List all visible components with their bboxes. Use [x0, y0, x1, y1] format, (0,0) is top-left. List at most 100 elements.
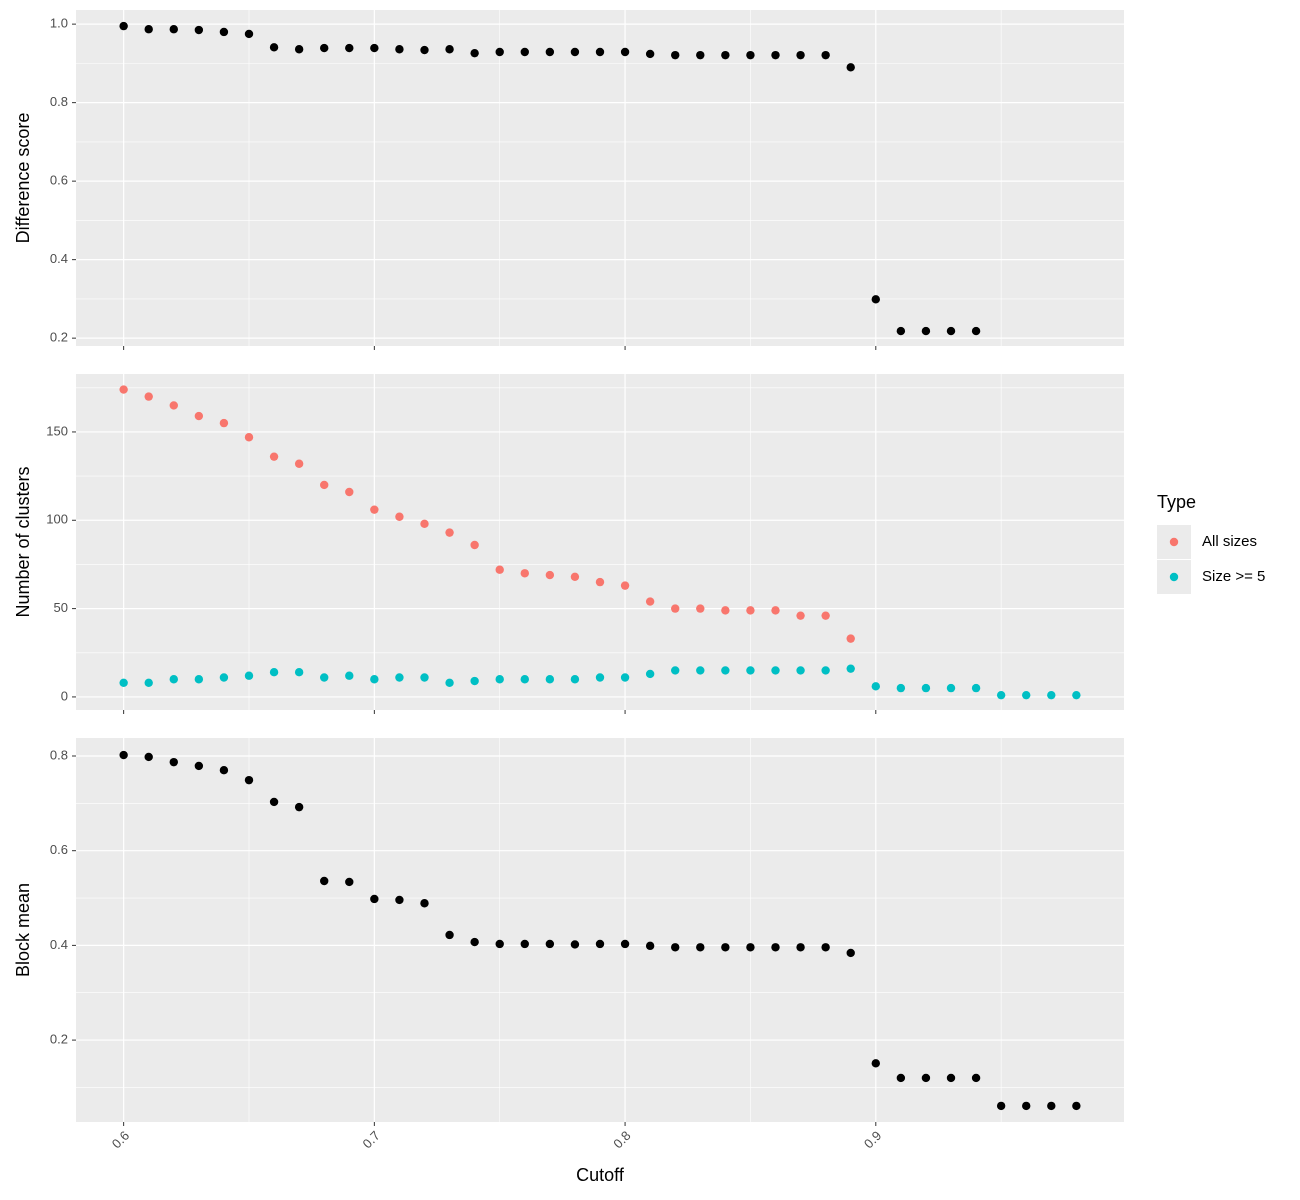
- point: [119, 678, 128, 687]
- point: [294, 667, 304, 677]
- point: [846, 948, 855, 958]
- point: [696, 604, 705, 613]
- point: [520, 675, 529, 684]
- point: [395, 512, 404, 521]
- point: [871, 1059, 880, 1068]
- point: [921, 326, 931, 336]
- y-axis-title: Number of clusters: [13, 466, 33, 617]
- point: [520, 569, 529, 578]
- point: [545, 570, 555, 580]
- point: [946, 326, 956, 336]
- point: [219, 418, 229, 428]
- point: [470, 937, 479, 947]
- point: [595, 939, 605, 949]
- point: [1072, 1101, 1081, 1111]
- point: [269, 452, 279, 461]
- point: [921, 683, 931, 693]
- point: [495, 565, 504, 574]
- point: [846, 63, 855, 72]
- point: [219, 673, 229, 682]
- point: [796, 611, 805, 620]
- point: [645, 669, 655, 679]
- point: [696, 50, 705, 60]
- point: [169, 401, 178, 410]
- point: [370, 505, 379, 514]
- point: [470, 540, 479, 550]
- point: [420, 45, 429, 55]
- point: [996, 1101, 1006, 1111]
- point: [370, 43, 379, 53]
- panel-background: [76, 10, 1124, 346]
- point: [996, 690, 1006, 700]
- point: [545, 939, 555, 949]
- y-tick-label: 0.4: [50, 937, 68, 952]
- point: [696, 943, 705, 952]
- y-tick-label: 100: [46, 512, 68, 527]
- point: [645, 941, 655, 951]
- point: [320, 673, 329, 682]
- point: [620, 939, 630, 949]
- point: [620, 47, 630, 57]
- point: [545, 47, 555, 57]
- point: [294, 802, 304, 812]
- panel-background: [76, 374, 1124, 710]
- point: [320, 480, 329, 490]
- point: [169, 675, 178, 684]
- point: [445, 930, 454, 940]
- point: [821, 611, 830, 620]
- x-axis-title: Cutoff: [576, 1165, 625, 1185]
- legend-marker: [1169, 537, 1179, 547]
- point: [896, 1073, 906, 1083]
- point: [144, 752, 153, 762]
- point: [846, 634, 855, 643]
- point: [746, 666, 755, 675]
- point: [946, 683, 956, 693]
- y-axis-title: Block mean: [13, 883, 33, 977]
- y-tick-label: 0.6: [50, 173, 68, 188]
- point: [771, 50, 780, 60]
- point: [244, 433, 254, 442]
- point: [595, 577, 605, 587]
- point: [169, 25, 178, 34]
- point: [771, 943, 780, 952]
- x-tick-label: 0.6: [109, 1128, 132, 1151]
- point: [219, 27, 229, 37]
- point: [545, 675, 555, 684]
- panel-background: [76, 738, 1124, 1122]
- point: [971, 326, 981, 336]
- point: [495, 939, 504, 949]
- point: [946, 1073, 956, 1083]
- point: [345, 43, 354, 53]
- point: [395, 895, 404, 905]
- point: [370, 894, 379, 904]
- point: [495, 675, 504, 684]
- point: [620, 581, 630, 590]
- point: [119, 385, 128, 394]
- point: [896, 683, 906, 693]
- point: [194, 411, 204, 421]
- point: [395, 45, 404, 54]
- point: [194, 675, 204, 684]
- point: [746, 50, 755, 60]
- point: [470, 676, 479, 686]
- legend-title: Type: [1157, 492, 1196, 512]
- point: [144, 678, 153, 687]
- legend-label: Size >= 5: [1202, 568, 1265, 585]
- x-tick-label: 0.8: [610, 1128, 633, 1151]
- point: [420, 519, 429, 529]
- point: [395, 673, 404, 682]
- point: [671, 604, 680, 613]
- point: [1047, 1101, 1056, 1111]
- point: [420, 899, 429, 908]
- point: [420, 673, 429, 682]
- point: [445, 528, 454, 537]
- point: [520, 939, 529, 949]
- point: [269, 667, 279, 677]
- point: [1022, 1101, 1031, 1111]
- point: [570, 47, 580, 57]
- point: [244, 671, 254, 680]
- point: [445, 678, 454, 687]
- point: [796, 943, 805, 952]
- point: [119, 21, 128, 31]
